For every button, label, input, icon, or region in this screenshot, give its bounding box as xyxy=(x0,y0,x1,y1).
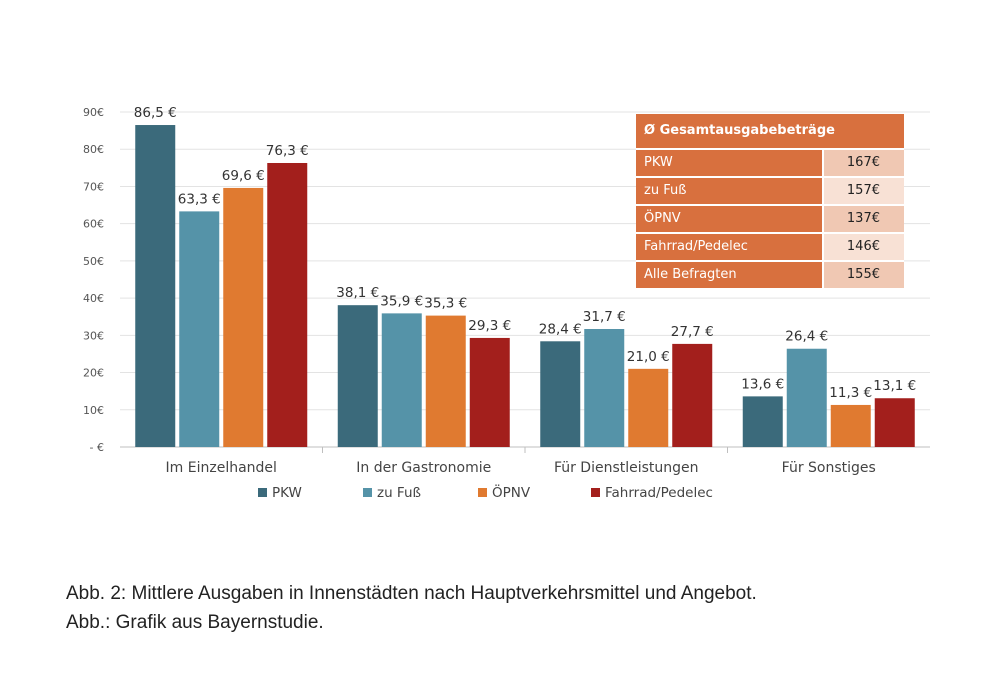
legend-swatch xyxy=(363,488,372,497)
y-axis: - € 10€ 20€ 30€ 40€ 50€ 60€ 70€ 80€ 90€ xyxy=(83,106,104,454)
summary-table-title: Ø Gesamtausgabebeträge xyxy=(636,114,904,150)
bar xyxy=(742,396,783,447)
data-label: 28,4 € xyxy=(539,321,582,337)
bar xyxy=(540,341,581,447)
x-tick-label: Für Sonstiges xyxy=(782,460,876,476)
summary-row-label: zu Fuß xyxy=(636,178,824,204)
data-label: 76,3 € xyxy=(266,143,309,159)
summary-row: PKW 167€ xyxy=(636,150,904,178)
summary-row-label: PKW xyxy=(636,150,824,176)
data-label: 29,3 € xyxy=(468,318,511,334)
bar xyxy=(425,315,466,447)
x-tick-label: Für Dienstleistungen xyxy=(554,460,699,476)
legend-swatch xyxy=(478,488,487,497)
legend-swatch xyxy=(591,488,600,497)
summary-row-label: Alle Befragten xyxy=(636,262,824,288)
summary-row: zu Fuß 157€ xyxy=(636,178,904,206)
bar xyxy=(628,368,669,447)
summary-row-value: 146€ xyxy=(824,234,904,260)
y-tick-label: 70€ xyxy=(83,180,104,193)
figure-caption: Abb. 2: Mittlere Ausgaben in Innenstädte… xyxy=(66,583,757,604)
data-label: 27,7 € xyxy=(671,324,714,340)
y-tick-label: 80€ xyxy=(83,143,104,156)
bar xyxy=(337,305,378,447)
bar xyxy=(874,398,915,447)
y-tick-label: - € xyxy=(90,441,104,454)
summary-row-value: 155€ xyxy=(824,262,904,288)
legend-label: ÖPNV xyxy=(492,483,531,501)
bar xyxy=(672,343,713,447)
bar xyxy=(786,348,827,447)
bar xyxy=(584,329,625,447)
y-tick-label: 90€ xyxy=(83,106,104,119)
x-tick-label: Im Einzelhandel xyxy=(166,460,277,476)
data-label: 35,9 € xyxy=(380,293,423,309)
summary-row: Fahrrad/Pedelec 146€ xyxy=(636,234,904,262)
summary-row-label: Fahrrad/Pedelec xyxy=(636,234,824,260)
summary-row: Alle Befragten 155€ xyxy=(636,262,904,290)
y-tick-label: 30€ xyxy=(83,329,104,342)
bar xyxy=(469,337,510,447)
bar xyxy=(830,404,871,447)
data-label: 63,3 € xyxy=(178,191,221,207)
data-label: 13,1 € xyxy=(873,378,916,394)
y-tick-label: 10€ xyxy=(83,404,104,417)
bars: 86,5 € 63,3 €69,6 €76,3 € 38,1 €35,9 €35,3… xyxy=(134,105,916,448)
legend-label: Fahrrad/Pedelec xyxy=(605,485,713,501)
x-tick-label: In der Gastronomie xyxy=(356,460,491,476)
summary-table: Ø Gesamtausgabebeträge PKW 167€ zu Fuß 157€… xyxy=(636,114,904,290)
data-label: 86,5 € xyxy=(134,105,177,121)
y-tick-label: 20€ xyxy=(83,367,104,380)
bar xyxy=(135,125,176,448)
bar xyxy=(179,211,220,447)
summary-row-value: 167€ xyxy=(824,150,904,176)
y-tick-label: 50€ xyxy=(83,255,104,268)
figure-source: Abb.: Grafik aus Bayernstudie. xyxy=(66,612,324,633)
data-label: 13,6 € xyxy=(741,376,784,392)
bar-chart: - € 10€ 20€ 30€ 40€ 50€ 60€ 70€ 80€ 90€ 86,5 € 63,… xyxy=(83,105,930,501)
y-tick-label: 60€ xyxy=(83,218,104,231)
data-label: 35,3 € xyxy=(424,296,467,312)
bar xyxy=(223,187,264,447)
summary-row-value: 137€ xyxy=(824,206,904,232)
data-label: 21,0 € xyxy=(627,349,670,365)
summary-row: ÖPNV 137€ xyxy=(636,206,904,234)
data-label: 38,1 € xyxy=(336,285,379,301)
legend: PKW zu Fuß ÖPNV Fahrrad/Pedelec xyxy=(258,483,713,501)
data-label: 31,7 € xyxy=(583,309,626,325)
bar xyxy=(381,313,422,447)
data-label: 26,4 € xyxy=(785,329,828,345)
summary-row-value: 157€ xyxy=(824,178,904,204)
legend-label: zu Fuß xyxy=(377,485,421,501)
legend-label: PKW xyxy=(272,485,302,501)
bar xyxy=(267,162,308,447)
summary-row-label: ÖPNV xyxy=(636,206,824,232)
data-label: 11,3 € xyxy=(829,385,872,401)
legend-swatch xyxy=(258,488,267,497)
x-axis: Im Einzelhandel In der Gastronomie Für Die… xyxy=(166,447,876,476)
data-label: 69,6 € xyxy=(222,168,265,184)
y-tick-label: 40€ xyxy=(83,292,104,305)
